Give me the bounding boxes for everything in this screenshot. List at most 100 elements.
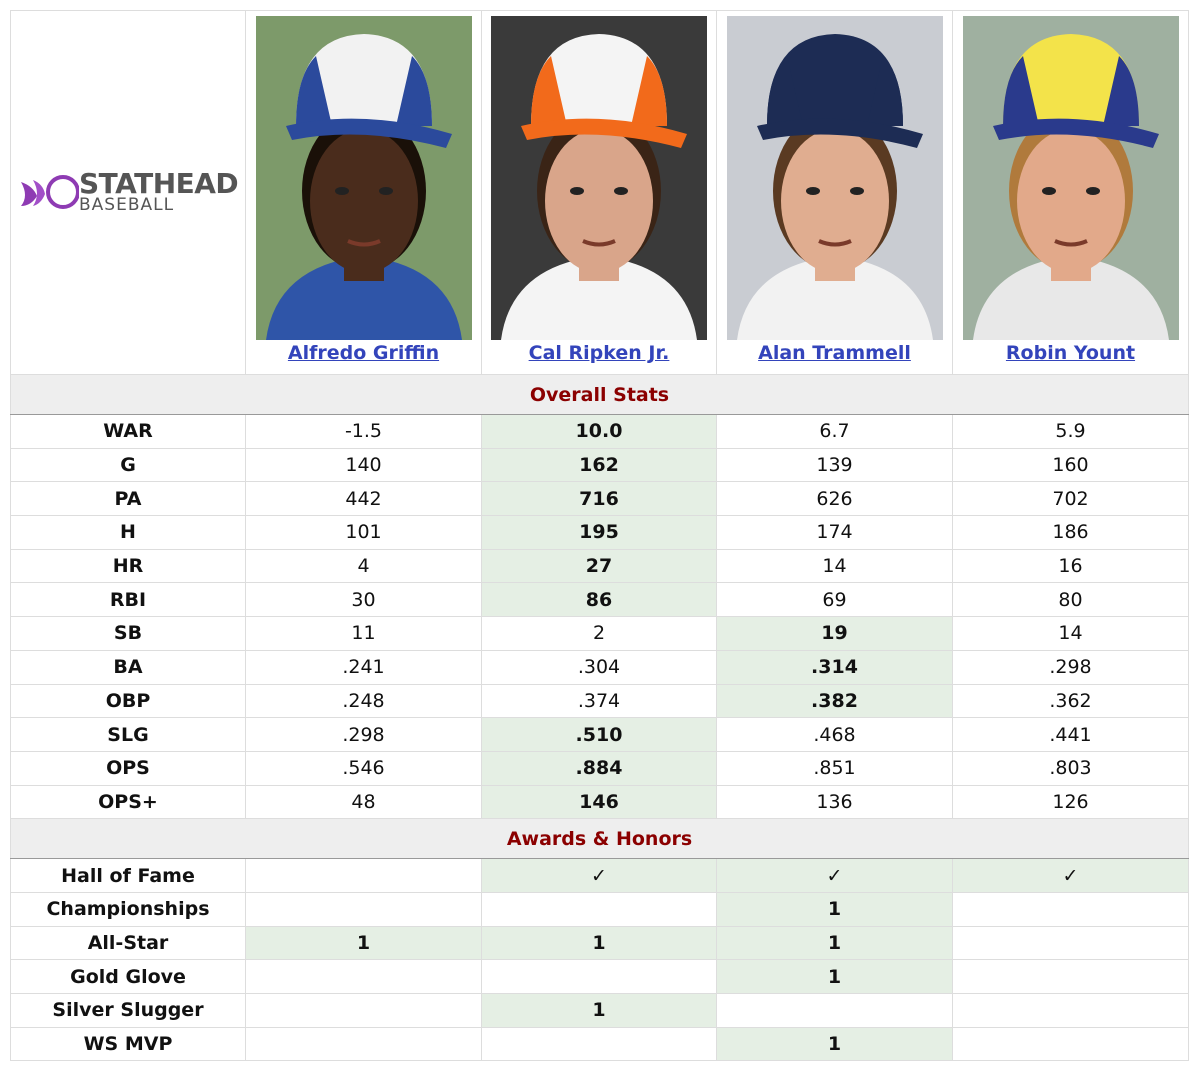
stat-cell: 14 — [716, 548, 953, 584]
header-row: STATHEAD BASEBALL Alfredo Griffin Cal Ri… — [10, 10, 1189, 375]
stat-cell: 101 — [245, 515, 482, 550]
stat-row: OBP .248.374.382.362 — [10, 683, 1189, 719]
stat-cell — [481, 891, 717, 927]
player-cell: Alan Trammell — [716, 10, 953, 375]
section-row: Awards & Honors — [10, 818, 1189, 860]
section-row: Overall Stats — [10, 374, 1189, 415]
stat-cell — [245, 891, 482, 927]
stat-cell — [716, 993, 953, 1028]
stat-cell: 1 — [716, 1026, 953, 1062]
row-label: SB — [10, 616, 246, 651]
stat-cell: 80 — [952, 582, 1189, 618]
stat-cell: 69 — [716, 582, 953, 618]
stat-cell — [481, 959, 717, 994]
stat-cell: 16 — [952, 548, 1189, 584]
stat-cell: 626 — [716, 481, 953, 517]
row-label: OBP — [10, 683, 246, 719]
stat-cell: .362 — [952, 683, 1189, 719]
comparison-table: STATHEAD BASEBALL Alfredo Griffin Cal Ri… — [10, 10, 1189, 1062]
stat-cell: 146 — [481, 784, 717, 820]
stat-cell — [245, 1026, 482, 1062]
player-link[interactable]: Alan Trammell — [758, 342, 911, 364]
stat-cell: 442 — [245, 481, 482, 517]
stat-cell — [245, 993, 482, 1028]
row-label: Championships — [10, 891, 246, 927]
stat-cell: 86 — [481, 582, 717, 618]
player-cell: Cal Ripken Jr. — [481, 10, 717, 375]
stat-cell: .441 — [952, 717, 1189, 752]
stat-row: Championships 1 — [10, 891, 1189, 927]
row-label: OPS — [10, 750, 246, 786]
player-cell: Robin Yount — [952, 10, 1189, 375]
stat-row: OPS+ 48 146 136 126 — [10, 784, 1189, 820]
row-label: Hall of Fame — [10, 858, 246, 893]
stat-cell: .248 — [245, 683, 482, 719]
stat-row: G 140 162 139 160 — [10, 447, 1189, 483]
section-title: Awards & Honors — [10, 818, 1189, 860]
stat-cell: 19 — [716, 616, 953, 651]
stat-cell: .374 — [481, 683, 717, 719]
stat-row: SLG .298.510.468.441 — [10, 717, 1189, 752]
stat-cell: .851 — [716, 750, 953, 786]
player-link[interactable]: Cal Ripken Jr. — [528, 342, 670, 364]
stat-cell: 10.0 — [481, 414, 717, 449]
stat-cell: 136 — [716, 784, 953, 820]
stat-cell: 11 — [245, 616, 482, 651]
stat-cell: 195 — [481, 515, 717, 550]
stat-cell — [245, 959, 482, 994]
stat-cell: 1 — [481, 993, 717, 1028]
stat-row: Hall of Fame ✓ ✓ ✓ — [10, 858, 1189, 893]
logo-brand: STATHEAD — [79, 167, 239, 200]
stat-cell: 139 — [716, 447, 953, 483]
row-label: RBI — [10, 582, 246, 618]
stat-row: WAR -1.5 10.0 6.7 5.9 — [10, 414, 1189, 449]
stat-cell: ✓ — [481, 858, 717, 893]
stat-cell: 160 — [952, 447, 1189, 483]
stat-cell: .803 — [952, 750, 1189, 786]
stat-cell: 716 — [481, 481, 717, 517]
stat-row: All-Star 1 1 1 — [10, 925, 1189, 961]
row-label: All-Star — [10, 925, 246, 961]
row-label: WS MVP — [10, 1026, 246, 1062]
stat-cell: 14 — [952, 616, 1189, 651]
player-link[interactable]: Alfredo Griffin — [287, 342, 440, 364]
stat-cell: 48 — [245, 784, 482, 820]
stat-cell: .468 — [716, 717, 953, 752]
stat-cell — [952, 1026, 1189, 1062]
stat-row: Gold Glove 1 — [10, 959, 1189, 994]
row-label: Gold Glove — [10, 959, 246, 994]
stat-row: H 101 195 174 186 — [10, 515, 1189, 550]
stat-row: BA .241.304.314.298 — [10, 649, 1189, 685]
logo: STATHEAD BASEBALL — [11, 167, 245, 214]
row-label: H — [10, 515, 246, 550]
stat-cell: 27 — [481, 548, 717, 584]
stat-cell — [952, 993, 1189, 1028]
stat-row: WS MVP 1 — [10, 1026, 1189, 1062]
player-link[interactable]: Robin Yount — [1005, 342, 1136, 364]
stat-cell: 1 — [245, 925, 482, 961]
stat-cell — [952, 891, 1189, 927]
stat-cell: 1 — [716, 959, 953, 994]
stat-cell: .298 — [952, 649, 1189, 685]
row-label: WAR — [10, 414, 246, 449]
stat-cell — [952, 959, 1189, 994]
stat-row: OPS .546.884.851.803 — [10, 750, 1189, 786]
stat-cell: .510 — [481, 717, 717, 752]
stat-cell: 174 — [716, 515, 953, 550]
table-body: STATHEAD BASEBALL Alfredo Griffin Cal Ri… — [10, 10, 1189, 1062]
player-photo — [962, 16, 1179, 340]
stat-row: RBI 30 86 69 80 — [10, 582, 1189, 618]
stat-cell: 186 — [952, 515, 1189, 550]
row-label: OPS+ — [10, 784, 246, 820]
stat-cell — [245, 858, 482, 893]
stat-cell: 2 — [481, 616, 717, 651]
stat-row: HR 4 27 14 16 — [10, 548, 1189, 584]
row-label: Silver Slugger — [10, 993, 246, 1028]
row-label: HR — [10, 548, 246, 584]
stat-cell: -1.5 — [245, 414, 482, 449]
stat-cell: .546 — [245, 750, 482, 786]
stat-cell: 140 — [245, 447, 482, 483]
stat-cell: .314 — [716, 649, 953, 685]
stat-cell: 702 — [952, 481, 1189, 517]
